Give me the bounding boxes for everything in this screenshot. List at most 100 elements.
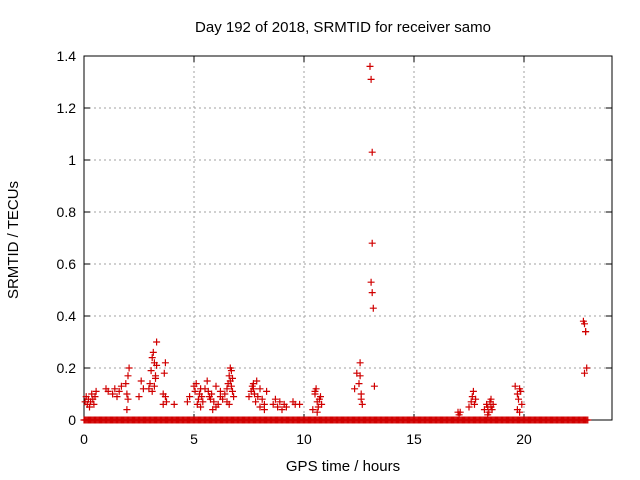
baseline-series [80,416,592,424]
data-point [260,406,268,414]
x-tick-label: 15 [406,431,422,447]
data-point [223,398,231,406]
data-point [197,403,205,411]
data-point [488,406,496,414]
x-tick-label: 10 [296,431,312,447]
data-point [209,406,217,414]
data-point [90,400,98,408]
data-point [111,385,119,393]
data-point [358,400,366,408]
data-point [137,377,145,385]
data-point [489,400,497,408]
data-point [256,403,264,411]
data-point [317,393,324,401]
data-point [212,382,220,390]
data-point [124,395,132,403]
data-point [263,387,271,395]
data-point [153,361,161,369]
y-tick-label: 1.2 [57,100,77,116]
data-point [186,393,194,401]
data-point [245,393,253,401]
data-point [518,400,526,408]
data-point [91,393,99,401]
data-point [149,348,157,356]
data-point [276,398,284,406]
baseline-point [584,416,592,424]
data-point [192,380,200,388]
data-point [269,400,277,408]
x-axis-label: GPS time / hours [286,458,400,475]
data-point [125,364,133,372]
data-point [159,400,167,408]
data-point [199,398,207,406]
axis-ticks: 0 0.2 0.4 0.6 0.8 1 1.2 1.4 0 5 10 15 20 [57,48,612,447]
y-tick-label: 1 [68,152,76,168]
data-point [254,393,262,401]
data-point [355,380,363,388]
data-point [160,369,168,377]
data-point [148,354,156,362]
data-point [515,395,522,403]
data-point [147,367,155,375]
x-tick-label: 0 [80,431,88,447]
data-point [229,374,236,382]
data-point [148,387,156,395]
data-point [152,374,159,382]
y-axis-label: SRMTID / TECUs [5,181,22,299]
data-point [309,406,317,414]
data-point [582,328,590,336]
y-tick-label: 1.4 [57,48,77,64]
data-point [472,395,480,403]
data-point [282,403,290,411]
data-point [318,400,326,408]
data-point [367,75,375,83]
data-point [221,390,229,398]
data-point [223,385,231,393]
data-point [581,369,588,377]
data-point [117,382,125,390]
chart-title: Day 192 of 2018, SRMTID for receiver sam… [195,19,491,36]
data-point [368,289,376,297]
data-point [367,278,375,286]
data-point [230,393,238,401]
data-point [313,408,321,416]
data-point [92,387,100,395]
data-point [153,338,161,346]
data-point [583,364,591,372]
data-point [227,367,235,375]
data-point [581,320,588,328]
x-tick-label: 5 [190,431,198,447]
data-point [368,148,376,156]
data-point [258,395,266,403]
data-point [104,387,112,395]
y-tick-label: 0.8 [57,204,77,220]
data-point [517,387,525,395]
y-tick-label: 0.4 [57,308,77,324]
y-tick-label: 0.2 [57,360,77,376]
data-point [370,382,378,390]
data-point [256,385,264,393]
data-point [252,398,260,406]
data-point [356,372,364,380]
plot-frame [83,55,613,421]
data-point [356,359,364,367]
data-point [296,400,304,408]
data-point [249,380,257,388]
data-point [456,408,464,416]
data-point [271,395,279,403]
data-point [123,406,131,414]
data-point [487,395,495,403]
data-point [274,403,282,411]
data-point [357,390,365,398]
data-point [216,387,224,395]
data-point [146,380,154,388]
data-point [516,408,524,416]
data-point [183,398,191,406]
data-point [484,411,492,419]
data-point [210,398,218,406]
y-tick-label: 0 [68,412,76,428]
data-point [208,390,216,398]
x-tick-label: 20 [516,431,532,447]
data-point [161,359,169,367]
